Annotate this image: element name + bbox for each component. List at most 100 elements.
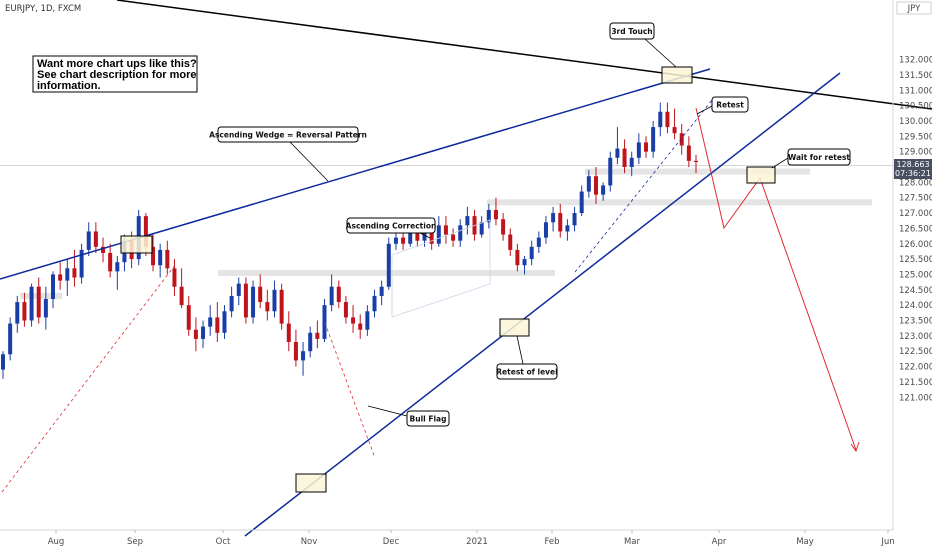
x-tick-label: Jun (880, 537, 894, 547)
candle (293, 329, 298, 367)
annotations: 3rd Touch Retest Wait for retest Ascending … (120, 22, 851, 493)
candle-body (358, 323, 363, 330)
candle (201, 320, 206, 349)
candle-body (608, 157, 613, 186)
candle-body (586, 176, 591, 192)
candle-body (465, 216, 470, 226)
candle-body (458, 225, 463, 241)
candle-body (229, 295, 234, 312)
time-axis[interactable]: Aug Sep Oct Nov Dec 2021 Feb Mar Apr May Jun (48, 530, 895, 547)
y-tick-label: 125.000 (899, 270, 932, 280)
candle-body (165, 249, 170, 269)
candle (458, 219, 463, 247)
candle (501, 213, 506, 241)
candle (272, 280, 277, 318)
candle-body (36, 286, 41, 318)
candle (315, 320, 320, 349)
candle-body (251, 286, 256, 318)
candle-body (151, 246, 156, 266)
highlight-box (295, 473, 327, 493)
candle-body (643, 142, 648, 152)
info-line-3: information. (37, 80, 101, 92)
price-axis[interactable]: 121.000 121.500 122.000 122.500 123.000 123.5… (899, 56, 932, 404)
callout-label: Retest (716, 101, 744, 110)
candle (372, 289, 377, 318)
candle-body (22, 302, 27, 321)
candle-body (636, 142, 641, 158)
candle (329, 274, 334, 312)
candle-body (322, 305, 327, 339)
ascending-correction-channel (391, 219, 491, 318)
candle-body (193, 329, 198, 339)
candle-body (522, 259, 527, 266)
candle (636, 133, 641, 164)
candle-body (279, 289, 284, 324)
price-zone (487, 199, 872, 206)
candle (172, 259, 177, 296)
callout-box (346, 217, 436, 234)
candle-body (493, 209, 498, 220)
candle-body (15, 302, 20, 324)
candle-body (451, 234, 456, 241)
candle-body (651, 127, 656, 152)
candle (108, 243, 113, 278)
flag-dashed-line (324, 322, 376, 459)
candle (565, 219, 570, 241)
candle-body (108, 252, 113, 272)
candle-body (79, 249, 84, 278)
callout-box (406, 410, 450, 427)
candle-body (86, 231, 91, 250)
candle-body (329, 286, 334, 306)
highlight-box (499, 318, 530, 337)
candle-body (222, 311, 227, 333)
candle (579, 185, 584, 217)
candle-body (694, 160, 698, 162)
symbol-label: EURJPY, 1D, FXCM (5, 4, 81, 14)
y-tick-label: 129.000 (899, 148, 932, 158)
candle-body (386, 243, 391, 287)
callout-box (711, 96, 749, 113)
candle (265, 289, 270, 321)
candle (151, 234, 156, 272)
candle-body (579, 191, 584, 214)
candle-body (258, 286, 263, 303)
current-price-tag: 128.663 07:36:21 (894, 159, 932, 179)
candle (158, 243, 163, 278)
candle-body (593, 176, 598, 195)
callout-box (496, 363, 558, 380)
candle-body (51, 274, 56, 300)
candle-body (672, 127, 677, 134)
candle-body (622, 148, 627, 167)
candle (215, 302, 220, 342)
candle (115, 256, 120, 290)
candle-body (336, 286, 341, 303)
candle-body (179, 286, 184, 306)
y-tick-label: 124.500 (899, 286, 932, 296)
candle-body (115, 262, 120, 272)
candle (186, 295, 191, 336)
candle (308, 326, 313, 358)
current-price-value: 128.663 (896, 160, 929, 169)
candle (93, 222, 98, 253)
callout: Retest (696, 96, 749, 115)
candle (279, 283, 284, 330)
candle (536, 231, 541, 253)
y-tick-label: 131.000 (899, 86, 932, 96)
candle (1, 351, 5, 379)
candle-body (558, 213, 563, 232)
callout: Retest of level (496, 335, 558, 380)
candle (72, 249, 77, 287)
candle (493, 197, 498, 226)
candle-body (629, 157, 634, 167)
candle-body (665, 111, 670, 128)
candle-body (551, 213, 556, 223)
candle-body (236, 283, 241, 296)
info-line-1: Want more chart ups like this? (37, 58, 197, 70)
callout-pointer (367, 405, 408, 417)
y-tick-label: 130.500 (899, 102, 932, 112)
candle-body (186, 305, 191, 330)
candle (622, 139, 627, 174)
candle-body (372, 295, 377, 312)
callout-pointer (289, 141, 329, 182)
